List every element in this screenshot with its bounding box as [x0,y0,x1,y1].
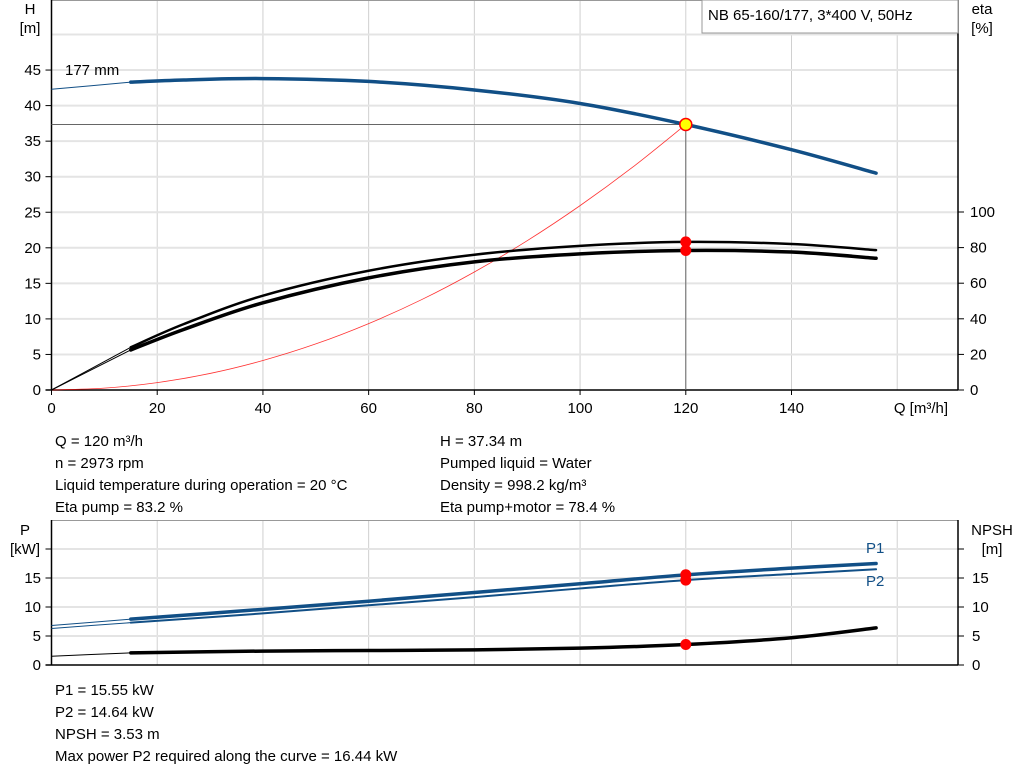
system-curve [51,124,687,391]
h-tick-label: 45 [24,62,41,79]
info-npsh: NPSH = 3.53 m [55,726,160,743]
p-tick-label: 10 [24,599,41,616]
npsh-curve [129,626,878,655]
chart-title: NB 65-160/177, 3*400 V, 50Hz [708,7,913,24]
npsh-tick-label: 10 [972,599,989,616]
h-tick-label: 30 [24,169,41,186]
eta-pump-motor-curve-thin [51,349,132,391]
info-speed: n = 2973 rpm [55,455,144,472]
npsh-tick-label: 0 [972,657,980,674]
p2-label: P2 [866,573,884,590]
eta-tick-label: 0 [970,382,978,399]
q-tick-label: 100 [568,400,593,417]
p2-curve [129,568,878,624]
eta-axis-unit: [%] [971,20,993,37]
h-tick-label: 15 [24,275,41,292]
eta-axis-label: eta [972,1,994,18]
p2-curve-thin [51,622,131,629]
q-tick-label: 0 [47,400,55,417]
p2-marker [680,574,692,586]
eta-tick-label: 20 [970,346,987,363]
p-axis-label: P [20,522,30,539]
npsh-axis-unit: [m] [982,541,1003,558]
info-flow: Q = 120 m³/h [55,433,143,450]
info-head: H = 37.34 m [440,433,522,450]
npsh-axis-label: NPSH [971,522,1013,539]
head-curve [129,76,878,175]
info-eta-pump: Eta pump = 83.2 % [55,499,183,516]
legend-box [701,0,959,34]
npsh-tick-label: 15 [972,570,989,587]
h-tick-label: 20 [24,240,41,257]
eta-pump-curve [129,240,878,349]
info-density: Density = 998.2 kg/m³ [440,477,586,494]
eta-tick-label: 40 [970,311,987,328]
p-axis-unit: [kW] [10,541,40,558]
duty-point-marker [679,117,693,132]
p-tick-label: 5 [33,628,41,645]
duty-info: Q = 120 m³/h n = 2973 rpm Liquid tempera… [55,433,615,765]
head-curve-thin [51,81,131,90]
eta-tick-label: 80 [970,240,987,257]
h-tick-label: 10 [24,311,41,328]
q-tick-label: 40 [255,400,272,417]
q-axis-label: Q [m³/h] [894,400,948,417]
npsh-marker [680,639,692,651]
info-liquid: Pumped liquid = Water [440,455,592,472]
eta-tick-label: 100 [970,204,995,221]
h-axis-unit: [m] [20,20,41,37]
h-tick-label: 40 [24,98,41,115]
eta-tick-label: 60 [970,275,987,292]
grid [45,0,959,666]
p1-curve-thin [51,618,131,627]
info-max-power: Max power P2 required along the curve = … [55,748,398,765]
npsh-curve-thin [51,652,131,657]
info-p1: P1 = 15.55 kW [55,682,155,699]
h-tick-label: 0 [33,382,41,399]
q-tick-label: 140 [779,400,804,417]
curves [51,76,878,657]
p1-label: P1 [866,540,884,557]
info-eta-pump-motor: Eta pump+motor = 78.4 % [440,499,615,516]
h-tick-label: 5 [33,346,41,363]
p1-curve [129,561,878,621]
npsh-tick-label: 5 [972,628,980,645]
eta-pump-marker [680,236,692,248]
p-tick-label: 15 [24,570,41,587]
q-tick-label: 20 [149,400,166,417]
p-tick-label: 0 [33,657,41,674]
eta-pump-motor-curve [129,248,878,352]
h-tick-label: 35 [24,133,41,150]
q-tick-label: 80 [466,400,483,417]
info-temperature: Liquid temperature during operation = 20… [55,477,348,494]
info-p2: P2 = 14.64 kW [55,704,155,721]
eta-pump-motor-marker [680,244,692,256]
impeller-diameter-label: 177 mm [65,62,119,79]
h-axis-label: H [25,1,36,18]
h-tick-label: 25 [24,204,41,221]
q-tick-label: 120 [673,400,698,417]
q-tick-label: 60 [360,400,377,417]
